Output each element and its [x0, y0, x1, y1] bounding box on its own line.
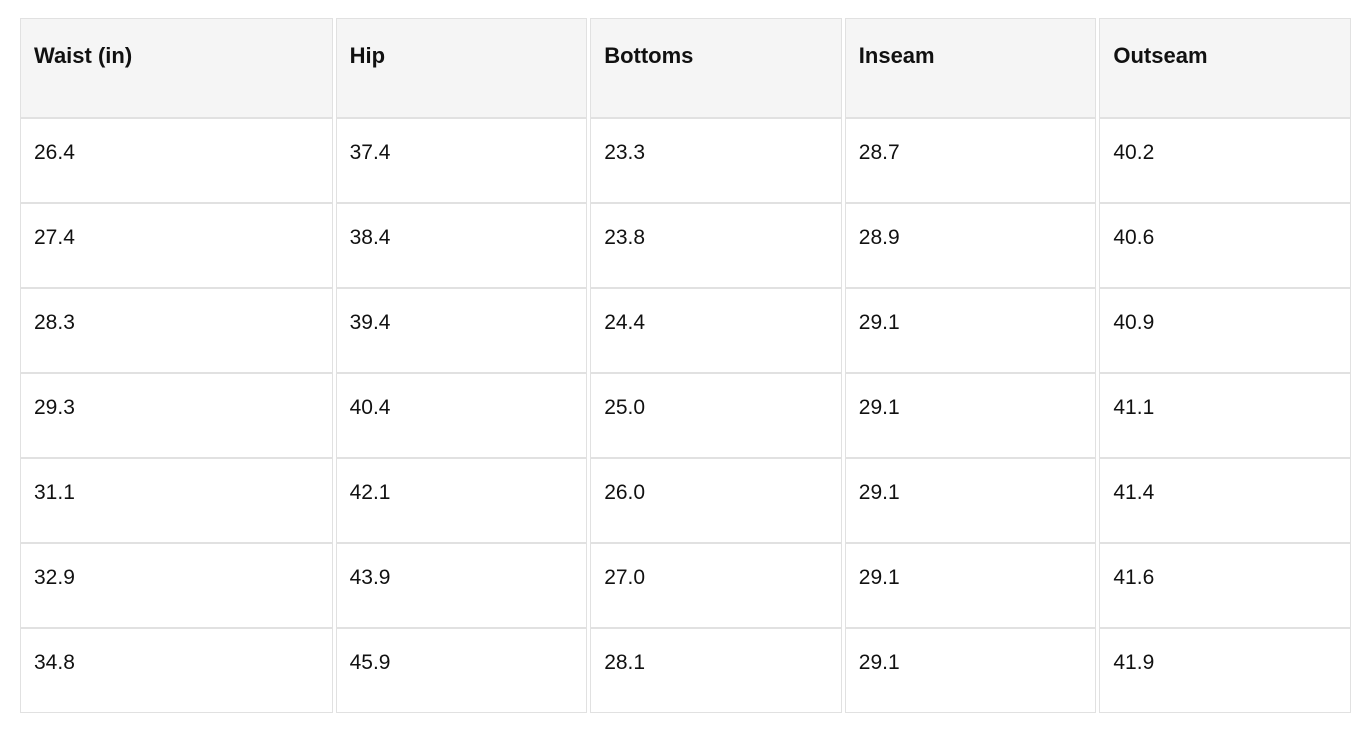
- table-cell: 40.6: [1099, 203, 1351, 288]
- table-cell: 40.2: [1099, 118, 1351, 203]
- table-row: 27.4 38.4 23.8 28.9 40.6: [20, 203, 1351, 288]
- table-header-row: Waist (in) Hip Bottoms Inseam Outseam: [20, 18, 1351, 118]
- table-cell: 41.6: [1099, 543, 1351, 628]
- table-cell: 27.4: [20, 203, 333, 288]
- table-cell: 39.4: [335, 288, 588, 373]
- table-cell: 24.4: [590, 288, 842, 373]
- table-cell: 25.0: [590, 373, 842, 458]
- table-cell: 29.3: [20, 373, 333, 458]
- table-cell: 40.4: [335, 373, 588, 458]
- column-header-hip: Hip: [335, 18, 588, 118]
- table-row: 29.3 40.4 25.0 29.1 41.1: [20, 373, 1351, 458]
- table-cell: 45.9: [335, 628, 588, 713]
- column-header-bottoms: Bottoms: [590, 18, 842, 118]
- table-cell: 29.1: [844, 628, 1097, 713]
- table-cell: 29.1: [844, 373, 1097, 458]
- table-cell: 27.0: [590, 543, 842, 628]
- table-row: 26.4 37.4 23.3 28.7 40.2: [20, 118, 1351, 203]
- table-row: 34.8 45.9 28.1 29.1 41.9: [20, 628, 1351, 713]
- table-cell: 38.4: [335, 203, 588, 288]
- table-cell: 37.4: [335, 118, 588, 203]
- table-cell: 40.9: [1099, 288, 1351, 373]
- table-body: 26.4 37.4 23.3 28.7 40.2 27.4 38.4 23.8 28.9 40.6…: [20, 118, 1351, 713]
- table-cell: 23.8: [590, 203, 842, 288]
- column-header-inseam: Inseam: [844, 18, 1097, 118]
- table-cell: 28.7: [844, 118, 1097, 203]
- table-cell: 41.4: [1099, 458, 1351, 543]
- table-cell: 28.3: [20, 288, 333, 373]
- column-header-waist: Waist (in): [20, 18, 333, 118]
- table-cell: 32.9: [20, 543, 333, 628]
- size-chart-container: Waist (in) Hip Bottoms Inseam Outseam 26…: [17, 18, 1354, 713]
- table-cell: 41.1: [1099, 373, 1351, 458]
- table-row: 32.9 43.9 27.0 29.1 41.6: [20, 543, 1351, 628]
- table-row: 28.3 39.4 24.4 29.1 40.9: [20, 288, 1351, 373]
- table-cell: 34.8: [20, 628, 333, 713]
- table-row: 31.1 42.1 26.0 29.1 41.4: [20, 458, 1351, 543]
- table-cell: 29.1: [844, 543, 1097, 628]
- table-cell: 42.1: [335, 458, 588, 543]
- table-cell: 43.9: [335, 543, 588, 628]
- table-cell: 28.9: [844, 203, 1097, 288]
- column-header-outseam: Outseam: [1099, 18, 1351, 118]
- table-cell: 29.1: [844, 458, 1097, 543]
- table-cell: 28.1: [590, 628, 842, 713]
- table-cell: 41.9: [1099, 628, 1351, 713]
- table-cell: 31.1: [20, 458, 333, 543]
- table-cell: 23.3: [590, 118, 842, 203]
- table-cell: 29.1: [844, 288, 1097, 373]
- size-chart-table: Waist (in) Hip Bottoms Inseam Outseam 26…: [17, 18, 1354, 713]
- table-cell: 26.0: [590, 458, 842, 543]
- table-cell: 26.4: [20, 118, 333, 203]
